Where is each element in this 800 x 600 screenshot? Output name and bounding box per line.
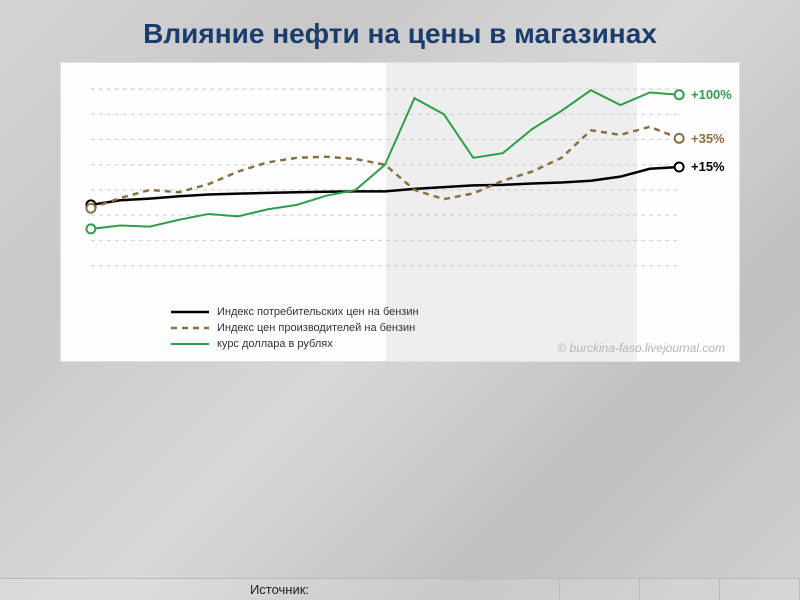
- page-title: Влияние нефти на цены в магазинах: [0, 0, 800, 62]
- marker-cpi_gasoline-end: [675, 163, 684, 172]
- source-label-cell: Источник:: [0, 578, 560, 600]
- legend-label-usd_rub: курс доллара в рублях: [217, 338, 333, 350]
- marker-ppi_gasoline-end: [675, 134, 684, 143]
- series-usd_rub: [91, 90, 679, 229]
- legend-label-ppi_gasoline: Индекс цен производителей на бензин: [217, 322, 415, 334]
- end-label-ppi_gasoline: +35%: [691, 131, 725, 146]
- marker-usd_rub-start: [86, 224, 95, 233]
- marker-ppi_gasoline-start: [86, 204, 95, 213]
- source-bar: Источник:: [0, 578, 800, 600]
- legend-row-ppi_gasoline: Индекс цен производителей на бензин: [171, 321, 419, 335]
- series-cpi_gasoline: [91, 167, 679, 205]
- source-empty-cell-2: [640, 578, 720, 600]
- legend-swatch-usd_rub: [171, 339, 209, 349]
- source-empty-cell-1: [560, 578, 640, 600]
- legend-row-cpi_gasoline: Индекс потребительских цен на бензин: [171, 305, 419, 319]
- marker-usd_rub-end: [675, 90, 684, 99]
- end-label-cpi_gasoline: +15%: [691, 159, 725, 174]
- source-empty-cell-3: [720, 578, 800, 600]
- end-label-usd_rub: +100%: [691, 87, 732, 102]
- legend-row-usd_rub: курс доллара в рублях: [171, 337, 419, 351]
- chart-watermark: © burckina-faso.livejournal.com: [557, 341, 725, 355]
- legend-label-cpi_gasoline: Индекс потребительских цен на бензин: [217, 306, 419, 318]
- chart-legend: Индекс потребительских цен на бензин Инде…: [171, 305, 419, 353]
- legend-swatch-ppi_gasoline: [171, 323, 209, 333]
- chart-container: Индекс потребительских цен на бензин Инде…: [60, 62, 740, 362]
- legend-swatch-cpi_gasoline: [171, 307, 209, 317]
